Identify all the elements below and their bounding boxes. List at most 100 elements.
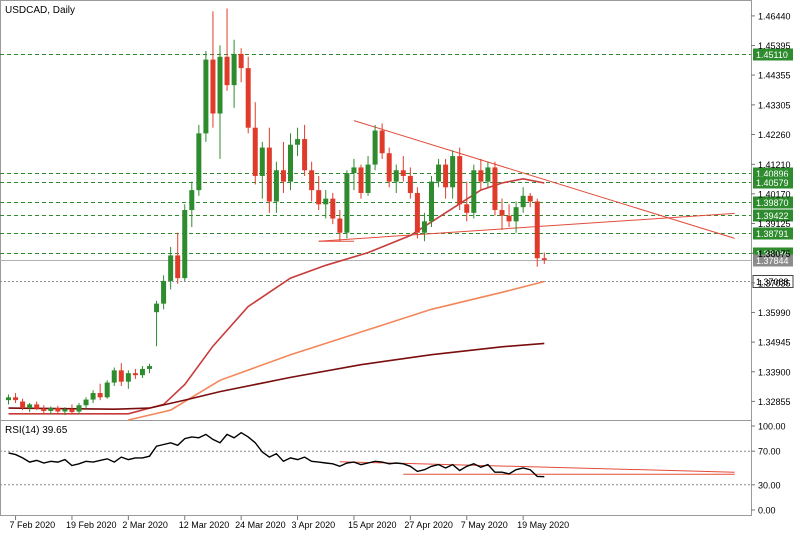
candle xyxy=(259,141,265,199)
candle-body xyxy=(407,175,413,193)
candle xyxy=(485,161,491,188)
candle xyxy=(288,133,293,191)
candle-body xyxy=(266,147,272,202)
candle-body xyxy=(351,167,357,174)
level-tag xyxy=(753,209,793,222)
candle xyxy=(421,212,427,242)
candle-body xyxy=(337,218,343,233)
candle xyxy=(132,368,138,379)
ma_mid-line xyxy=(128,280,545,421)
rsi-tick-label: 100.00 xyxy=(758,422,786,432)
trendlines xyxy=(318,120,735,242)
candle-body xyxy=(457,156,463,205)
candle xyxy=(457,147,463,210)
candle-body xyxy=(302,139,308,171)
candle xyxy=(97,383,103,401)
candle xyxy=(280,141,286,193)
candle-body xyxy=(182,210,188,279)
candle xyxy=(379,123,385,159)
candle xyxy=(309,161,315,202)
y-tick-label: 1.41210 xyxy=(758,160,791,170)
candle-body xyxy=(288,144,293,182)
candle-body xyxy=(20,401,26,409)
candle-body xyxy=(161,280,167,304)
candle-body xyxy=(104,382,110,398)
candle-body xyxy=(132,373,138,376)
candle xyxy=(168,246,174,290)
y-tick-label: 1.39125 xyxy=(758,219,791,229)
y-tick-label: 1.46440 xyxy=(758,11,791,21)
candle xyxy=(90,390,96,403)
ma_long-line xyxy=(8,342,545,411)
candle-body xyxy=(295,139,301,145)
trendline xyxy=(318,212,735,242)
candle xyxy=(266,127,272,213)
candle xyxy=(541,252,547,264)
y-tick-label: 1.40170 xyxy=(758,189,791,199)
candle-body xyxy=(513,207,519,222)
rsi-tick-label: 0.00 xyxy=(758,506,776,516)
candle xyxy=(527,192,533,208)
candle xyxy=(429,175,434,228)
y-tick-label: 1.32855 xyxy=(758,397,791,407)
x-tick-label: 7 Feb 2020 xyxy=(10,520,56,530)
candle xyxy=(20,398,26,411)
candle-body xyxy=(245,68,251,128)
x-tick-label: 12 Mar 2020 xyxy=(179,520,230,530)
level-tag xyxy=(753,196,793,209)
candle-body xyxy=(273,170,279,202)
candle-body xyxy=(429,181,434,222)
candle-body xyxy=(147,366,152,369)
current-price-label: 1.37844 xyxy=(756,256,789,266)
level-tag xyxy=(752,275,794,288)
candle xyxy=(344,170,350,239)
level-tag xyxy=(753,48,793,61)
candle-body xyxy=(386,153,392,182)
candle xyxy=(55,405,61,413)
rsi-indicator: 100.00 70.00 30.00 0.00 xyxy=(0,422,786,516)
candle xyxy=(231,39,237,108)
candle-body xyxy=(421,221,427,233)
candle-body xyxy=(6,397,11,401)
candle-body xyxy=(379,130,385,154)
candle-body xyxy=(259,147,265,176)
candle-body xyxy=(436,164,442,182)
candle xyxy=(534,198,540,267)
candle-body xyxy=(13,397,19,401)
candle xyxy=(83,397,89,409)
candle-body xyxy=(323,198,329,205)
x-tick-label: 19 Feb 2020 xyxy=(66,520,117,530)
y-tick-label: 1.38075 xyxy=(758,249,791,259)
candle-body xyxy=(372,130,378,165)
y-tick-label: 1.37035 xyxy=(758,278,791,288)
candle-body xyxy=(464,204,470,213)
rsi-line xyxy=(8,431,545,478)
candle xyxy=(13,393,19,403)
trendline xyxy=(353,120,735,239)
candle xyxy=(154,300,160,347)
level-tag-label: 1.45110 xyxy=(756,50,788,60)
candle-body xyxy=(400,170,406,176)
candle xyxy=(245,56,251,134)
candle-body xyxy=(224,56,230,86)
candle-body xyxy=(217,56,223,114)
candle xyxy=(125,370,131,389)
candle xyxy=(393,164,399,193)
candle-body xyxy=(316,190,322,205)
x-tick-label: 2 Mar 2020 xyxy=(122,520,168,530)
candle-body xyxy=(478,170,484,182)
candle-body xyxy=(83,399,89,406)
candle-body xyxy=(534,201,540,259)
x-tick-label: 7 May 2020 xyxy=(461,520,508,530)
horizontal-levels xyxy=(0,54,751,282)
candle xyxy=(203,51,209,142)
candle-body xyxy=(499,210,505,216)
candle xyxy=(478,158,484,191)
candle-body xyxy=(111,370,117,383)
y-tick-label: 1.35990 xyxy=(758,308,791,318)
level-tag xyxy=(753,176,793,189)
candle-body xyxy=(41,408,47,411)
candle xyxy=(351,158,357,191)
candle xyxy=(139,366,145,378)
level-tag-label: 1.40896 xyxy=(756,169,789,179)
